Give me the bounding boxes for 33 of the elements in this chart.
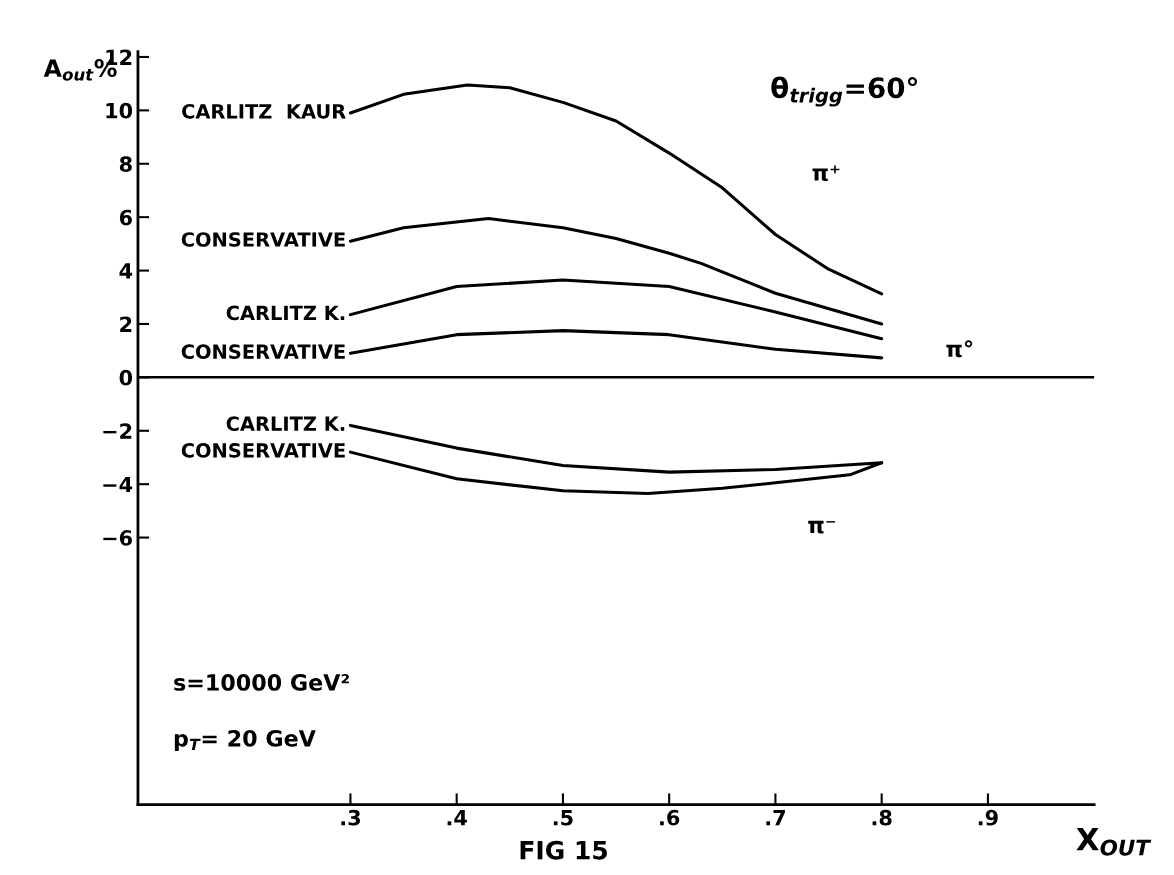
x-tick-label: .3 xyxy=(341,809,360,826)
annotation: π⁺ xyxy=(812,165,840,181)
y-tick-label: 2 xyxy=(120,316,132,332)
line-series xyxy=(348,329,884,360)
x-tick-label: .8 xyxy=(872,809,892,826)
annotation: s=10000 GeV² xyxy=(174,674,349,691)
series-label: CONSERVATIVE xyxy=(181,443,345,458)
x-axis-title: X$_{OUT}$ xyxy=(1076,828,1152,856)
series-label: CONSERVATIVE xyxy=(181,344,345,359)
x-tick-label: .4 xyxy=(447,810,467,826)
annotation: π⁻ xyxy=(808,520,836,534)
caption: FIG 15 xyxy=(520,840,607,860)
x-tick-label: .7 xyxy=(766,810,785,826)
y-tick-label: 8 xyxy=(119,156,132,172)
x-tick-label: .5 xyxy=(553,810,573,826)
x-tick-label: .6 xyxy=(660,809,680,826)
series-label: CARLITZ KAUR xyxy=(182,103,346,119)
x-tick-label: .9 xyxy=(978,809,998,826)
y-tick-label: 4 xyxy=(119,263,133,279)
annotation: π° xyxy=(946,340,973,358)
annotation: p$_{T}$= 20 GeV xyxy=(174,729,316,752)
series-label: CARLITZ K. xyxy=(226,305,345,321)
y-tick-label: 0 xyxy=(119,369,133,386)
series-label: CARLITZ K. xyxy=(226,416,345,432)
y-tick-label: −2 xyxy=(103,423,132,439)
y-tick-label: −6 xyxy=(103,530,132,546)
series-label: CONSERVATIVE xyxy=(181,232,345,247)
annotation: θ$_{trigg}$=60° xyxy=(771,76,917,107)
y-tick-label: 6 xyxy=(119,209,132,226)
y-tick-label: −4 xyxy=(103,476,133,493)
line-series xyxy=(348,216,884,326)
y-tick-label: 10 xyxy=(106,102,133,119)
line-series xyxy=(348,278,884,341)
